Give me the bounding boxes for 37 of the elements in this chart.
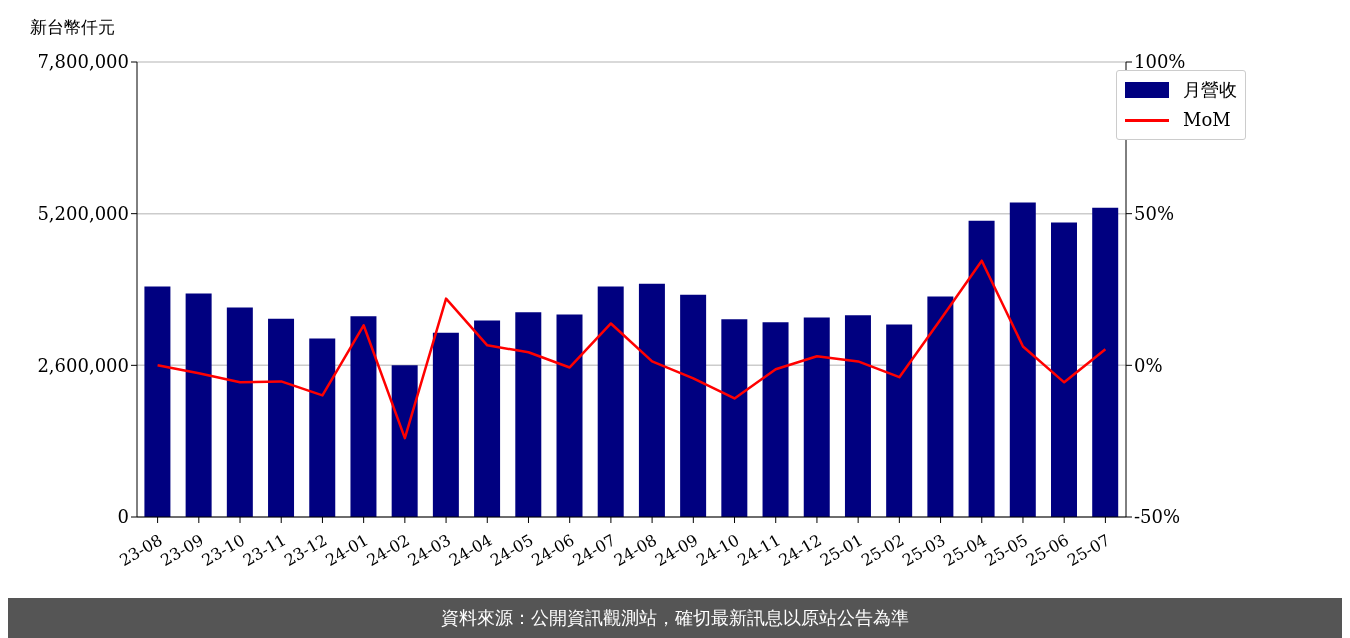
source-note: 資料來源：公開資訊觀測站，確切最新訊息以原站公告為準 bbox=[441, 607, 909, 628]
bar bbox=[309, 338, 336, 517]
y-axis-title: 新台幣仟元 bbox=[30, 16, 115, 39]
bar bbox=[680, 294, 707, 517]
bar bbox=[1092, 207, 1119, 517]
bar bbox=[185, 293, 212, 517]
bar bbox=[474, 320, 501, 517]
bar bbox=[556, 314, 583, 517]
bar bbox=[597, 286, 624, 517]
bar bbox=[432, 332, 459, 517]
bar bbox=[226, 307, 253, 517]
bar bbox=[515, 312, 542, 517]
y2-tick-label: -50% bbox=[1134, 506, 1181, 528]
bar bbox=[886, 324, 913, 517]
legend-label: 月營收 bbox=[1183, 78, 1237, 102]
bar bbox=[927, 296, 954, 517]
line-series bbox=[156, 259, 1107, 440]
y-tick-label: 5,200,000 bbox=[37, 203, 129, 225]
bar bbox=[144, 286, 171, 517]
y-tick-label: 7,800,000 bbox=[37, 51, 129, 73]
bar bbox=[968, 220, 995, 517]
bar bbox=[1009, 202, 1036, 517]
bar bbox=[638, 283, 665, 517]
y2-tick-label: 0% bbox=[1134, 354, 1163, 376]
bar bbox=[1051, 222, 1077, 517]
bar bbox=[268, 318, 295, 517]
legend-label: MoM bbox=[1183, 108, 1231, 132]
bar bbox=[350, 316, 377, 517]
bar bbox=[803, 317, 830, 517]
y-tick-label: 0 bbox=[117, 506, 129, 528]
bar bbox=[844, 315, 871, 517]
y-tick-label: 2,600,000 bbox=[37, 354, 129, 376]
y2-tick-label: 50% bbox=[1134, 203, 1175, 225]
bar bbox=[721, 319, 748, 517]
bar bbox=[391, 365, 418, 517]
y2-tick-label: 100% bbox=[1134, 51, 1186, 73]
bar bbox=[762, 322, 789, 517]
